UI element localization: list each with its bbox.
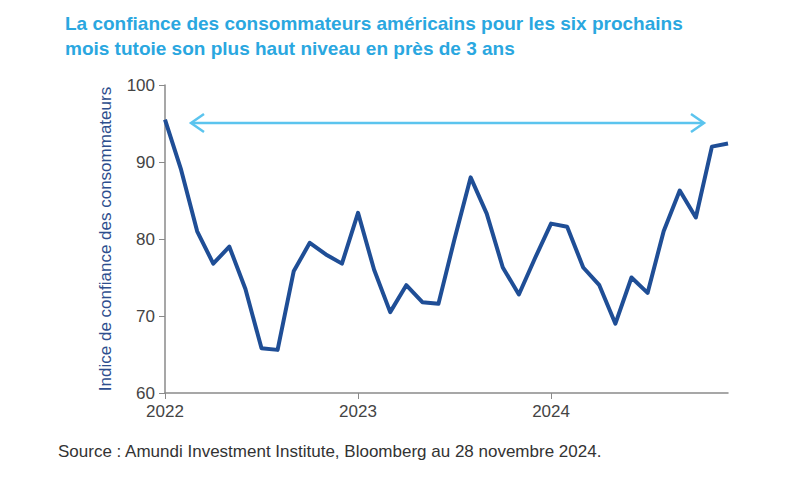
svg-text:90: 90 bbox=[136, 153, 155, 172]
svg-text:60: 60 bbox=[136, 384, 155, 403]
svg-text:80: 80 bbox=[136, 230, 155, 249]
svg-text:Indice de confiance des consom: Indice de confiance des consommateurs bbox=[96, 87, 115, 391]
svg-text:2022: 2022 bbox=[146, 402, 184, 421]
svg-text:100: 100 bbox=[127, 76, 155, 95]
svg-text:2024: 2024 bbox=[532, 402, 570, 421]
svg-text:mois tutoie son plus haut nive: mois tutoie son plus haut niveau en près… bbox=[65, 38, 515, 59]
svg-text:Source : Amundi Investment Ins: Source : Amundi Investment Institute, Bl… bbox=[58, 442, 601, 461]
svg-text:La confiance des consommateurs: La confiance des consommateurs américain… bbox=[65, 13, 688, 34]
svg-text:70: 70 bbox=[136, 307, 155, 326]
svg-text:2023: 2023 bbox=[339, 402, 377, 421]
